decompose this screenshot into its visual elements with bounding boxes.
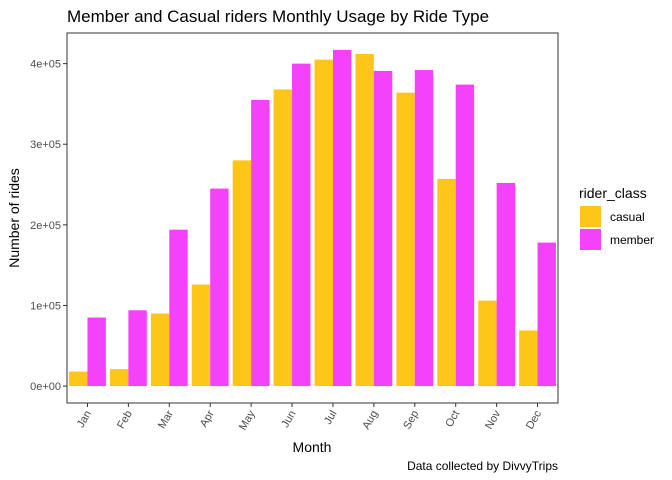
legend-label-member: member [610, 233, 654, 247]
bar-member-nov [496, 182, 516, 387]
bar-casual-jul [314, 59, 333, 387]
caption: Data collected by DivvyTrips [407, 459, 558, 473]
legend-title: rider_class [579, 185, 647, 201]
x-tick-label-nov: Nov [483, 408, 503, 431]
y-tick-label: 4e+05 [30, 59, 61, 71]
bar-member-jul [332, 49, 352, 387]
x-tick-label-feb: Feb [115, 409, 135, 431]
x-tick-label-oct: Oct [443, 409, 462, 430]
x-tick-label-dec: Dec [524, 408, 544, 431]
y-axis-title: Number of rides [6, 168, 22, 268]
bar-casual-oct [437, 178, 456, 387]
plot-panel [66, 32, 559, 404]
x-tick-label-jul: Jul [322, 409, 339, 427]
x-axis: Jan Feb Mar Apr May Jun Jul Aug Sep Oct Nov Dec [75, 403, 544, 433]
legend-key-casual [580, 206, 601, 227]
x-tick-label-jun: Jun [279, 408, 298, 429]
bar-member-jun [292, 63, 311, 387]
bar-member-dec [537, 242, 556, 387]
y-tick-label: 2e+05 [30, 220, 61, 232]
bar-casual-jan [69, 371, 88, 387]
bar-casual-feb [109, 369, 129, 387]
bar-member-jan [87, 317, 106, 387]
legend: rider_class casual member [579, 185, 654, 250]
legend-label-casual: casual [610, 210, 645, 224]
bar-casual-nov [478, 300, 497, 387]
bar-casual-apr [191, 284, 211, 387]
bar-casual-may [232, 160, 252, 387]
bar-casual-mar [150, 313, 170, 387]
x-tick-label-sep: Sep [401, 408, 421, 431]
y-tick-label: 3e+05 [30, 139, 61, 151]
legend-key-member [580, 229, 601, 250]
bars-layer [69, 49, 556, 387]
y-tick-label: 1e+05 [30, 300, 61, 312]
bar-casual-aug [355, 53, 374, 387]
bar-member-sep [414, 70, 434, 387]
bar-member-oct [455, 84, 475, 387]
x-tick-label-aug: Aug [360, 409, 380, 432]
chart-title: Member and Casual riders Monthly Usage b… [67, 7, 489, 26]
x-tick-label-apr: Apr [198, 408, 217, 429]
bar-casual-jun [273, 89, 293, 387]
y-axis: 0e+00 1e+05 2e+05 3e+05 4e+05 [30, 59, 67, 393]
x-tick-label-may: May [237, 408, 258, 432]
y-tick-label: 0e+00 [30, 381, 61, 393]
x-tick-label-jan: Jan [75, 409, 94, 430]
bar-member-mar [169, 229, 188, 387]
bar-casual-sep [396, 92, 415, 387]
bar-member-feb [128, 310, 147, 387]
bar-member-aug [373, 70, 393, 387]
x-tick-label-mar: Mar [156, 408, 176, 431]
bar-casual-dec [519, 330, 538, 387]
x-axis-title: Month [293, 439, 332, 455]
bar-member-may [251, 99, 270, 387]
bar-member-apr [210, 188, 229, 387]
